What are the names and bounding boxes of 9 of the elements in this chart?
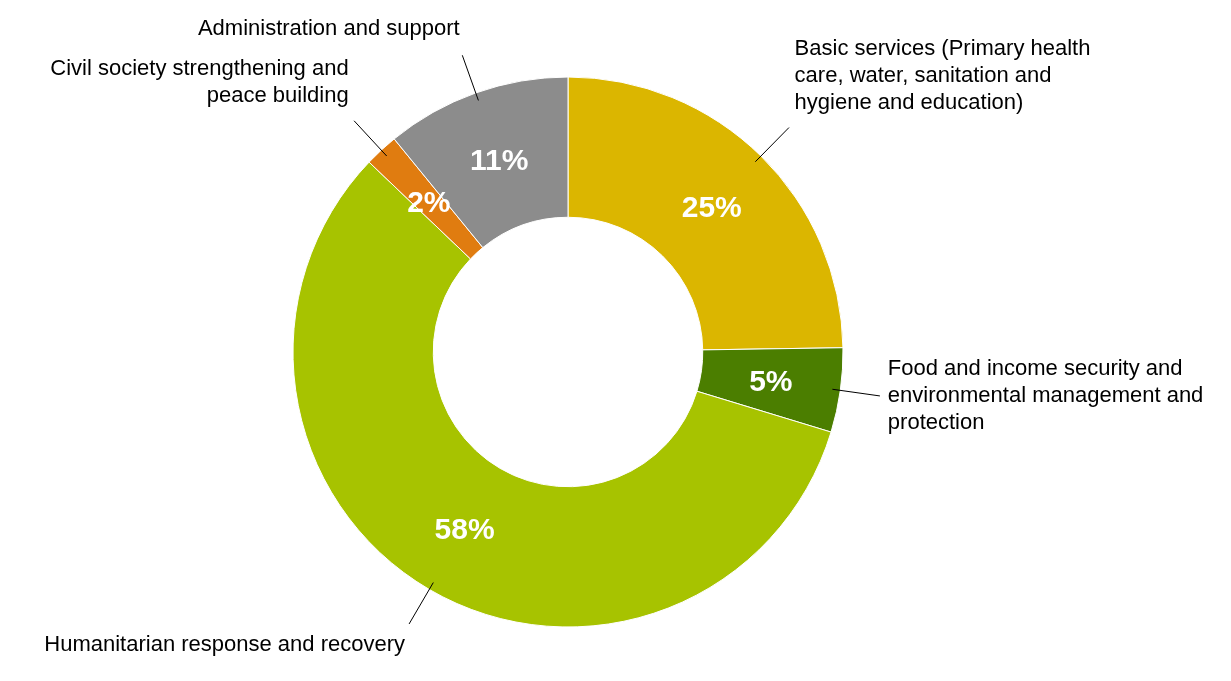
- slice-label: Civil society strengthening and peace building: [50, 54, 349, 107]
- data-label: 5%: [749, 364, 793, 398]
- data-label: 25%: [681, 189, 742, 223]
- data-label: 58%: [434, 512, 495, 546]
- data-label: 11%: [470, 142, 529, 176]
- slice-label: Food and income security and environmental management and protection: [887, 354, 1204, 434]
- slice-label: Basic services (Primary health care, water, sanitation and hygiene and education): [794, 34, 1091, 114]
- slice-label: Administration and support: [197, 14, 460, 40]
- slice-label: Humanitarian response and recovery: [44, 630, 406, 656]
